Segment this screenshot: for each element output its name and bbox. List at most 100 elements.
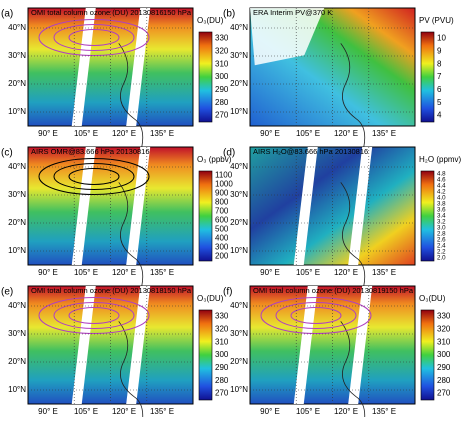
colorbar-tick: 3.6 bbox=[437, 207, 446, 214]
lat-label: 40°N bbox=[8, 162, 26, 171]
colorbar-tick: 310 bbox=[215, 59, 229, 68]
lon-label: 135° E bbox=[150, 129, 174, 138]
lon-label: 105° E bbox=[74, 129, 98, 138]
lon-label: 120° E bbox=[334, 268, 358, 277]
colorbar-tick: 4.2 bbox=[437, 189, 446, 196]
lon-label: 120° E bbox=[112, 268, 136, 277]
colorbar bbox=[198, 309, 213, 401]
lat-label: 40°N bbox=[230, 23, 248, 32]
level-note: 150 hPa bbox=[163, 286, 192, 295]
colorbar bbox=[420, 170, 435, 262]
contour bbox=[38, 158, 150, 195]
lat-label: 10°N bbox=[230, 385, 248, 394]
colorbar bbox=[198, 170, 213, 262]
contour bbox=[68, 168, 120, 185]
lon-label: 90° E bbox=[260, 407, 280, 416]
colorbar-tick: 3.8 bbox=[437, 201, 446, 208]
map bbox=[249, 285, 416, 405]
contour bbox=[53, 163, 135, 190]
colorbar-tick: 300 bbox=[215, 72, 229, 81]
contour bbox=[260, 297, 372, 334]
level-note: 150 hPa bbox=[163, 8, 192, 17]
contour bbox=[53, 302, 135, 329]
colorbar-label: O₃ (ppbv) bbox=[197, 155, 232, 164]
orbit-gap bbox=[293, 286, 318, 404]
lon-label: 90° E bbox=[260, 129, 280, 138]
lat-label: 20°N bbox=[230, 357, 248, 366]
coastline bbox=[340, 182, 366, 298]
lon-label: 105° E bbox=[296, 407, 320, 416]
colorbar-tick: 320 bbox=[215, 46, 229, 55]
panel-title: OMI total column ozone (DU) 20130816 bbox=[31, 8, 164, 17]
colorbar-tick: 900 bbox=[215, 189, 229, 198]
lat-label: 40°N bbox=[230, 162, 248, 171]
lon-label: 135° E bbox=[372, 129, 396, 138]
colorbar-tick: 1000 bbox=[215, 180, 233, 189]
colorbar-tick: 4.4 bbox=[437, 183, 446, 190]
lat-label: 40°N bbox=[8, 301, 26, 310]
colorbar-tick: 4 bbox=[437, 111, 442, 120]
colorbar-tick: 280 bbox=[215, 376, 229, 385]
panel-label: (a) bbox=[1, 9, 13, 20]
orbit-gap bbox=[126, 147, 151, 265]
colorbar-tick: 500 bbox=[215, 225, 229, 234]
contour bbox=[68, 29, 120, 46]
colorbar-tick: 290 bbox=[437, 363, 451, 372]
lon-label: 135° E bbox=[372, 407, 396, 416]
panel-title: OMI total column ozone (DU) 20130818 bbox=[31, 286, 164, 295]
lon-label: 105° E bbox=[74, 407, 98, 416]
map bbox=[27, 7, 194, 127]
colorbar-tick: 8 bbox=[437, 59, 442, 68]
colorbar-label: O₃(DU) bbox=[419, 294, 446, 303]
colorbar-tick: 6 bbox=[437, 85, 442, 94]
lat-label: 20°N bbox=[230, 79, 248, 88]
lon-label: 105° E bbox=[296, 268, 320, 277]
coastline bbox=[118, 43, 144, 159]
panel-label: (c) bbox=[1, 148, 13, 159]
lat-label: 30°N bbox=[8, 329, 26, 338]
lon-label: 120° E bbox=[334, 407, 358, 416]
coastline bbox=[118, 321, 144, 422]
colorbar-tick: 2.4 bbox=[437, 243, 446, 250]
lon-label: 90° E bbox=[260, 268, 280, 277]
lat-label: 10°N bbox=[230, 107, 248, 116]
panel-label: (e) bbox=[1, 287, 13, 298]
orbit-gap bbox=[126, 8, 151, 126]
colorbar-tick: 10 bbox=[437, 34, 446, 43]
orbit-gap bbox=[348, 147, 373, 265]
colorbar-tick: 270 bbox=[437, 389, 451, 398]
lon-label: 90° E bbox=[38, 407, 58, 416]
contour bbox=[275, 302, 357, 329]
colorbar-label: O₃(DU) bbox=[197, 294, 224, 303]
colorbar-tick: 800 bbox=[215, 198, 229, 207]
colorbar-tick: 290 bbox=[215, 85, 229, 94]
colorbar-tick: 4.0 bbox=[437, 195, 446, 202]
lon-label: 105° E bbox=[296, 129, 320, 138]
lon-label: 105° E bbox=[74, 268, 98, 277]
panel-label: (b) bbox=[223, 9, 235, 20]
lat-label: 20°N bbox=[8, 218, 26, 227]
panel-label: (d) bbox=[223, 148, 235, 159]
lon-label: 90° E bbox=[38, 129, 58, 138]
colorbar-tick: 300 bbox=[215, 243, 229, 252]
colorbar-tick: 7 bbox=[437, 72, 442, 81]
orbit-gap bbox=[71, 8, 96, 126]
lon-label: 120° E bbox=[112, 129, 136, 138]
colorbar-tick: 9 bbox=[437, 46, 442, 55]
contour bbox=[38, 297, 150, 334]
lat-label: 10°N bbox=[8, 385, 26, 394]
map bbox=[249, 146, 416, 266]
lat-label: 30°N bbox=[230, 329, 248, 338]
orbit-gap bbox=[126, 286, 151, 404]
panel-label: (f) bbox=[223, 287, 232, 298]
panel-title: AIRS OMR@83.666 hPa 20130816 bbox=[31, 147, 150, 156]
lat-label: 20°N bbox=[230, 218, 248, 227]
colorbar-tick: 320 bbox=[437, 324, 451, 333]
colorbar bbox=[420, 309, 435, 401]
level-note: 150 hPa bbox=[385, 286, 414, 295]
lat-label: 20°N bbox=[8, 79, 26, 88]
colorbar-tick: 3.2 bbox=[437, 219, 446, 226]
lat-label: 10°N bbox=[8, 107, 26, 116]
colorbar-tick: 2.2 bbox=[437, 249, 446, 256]
